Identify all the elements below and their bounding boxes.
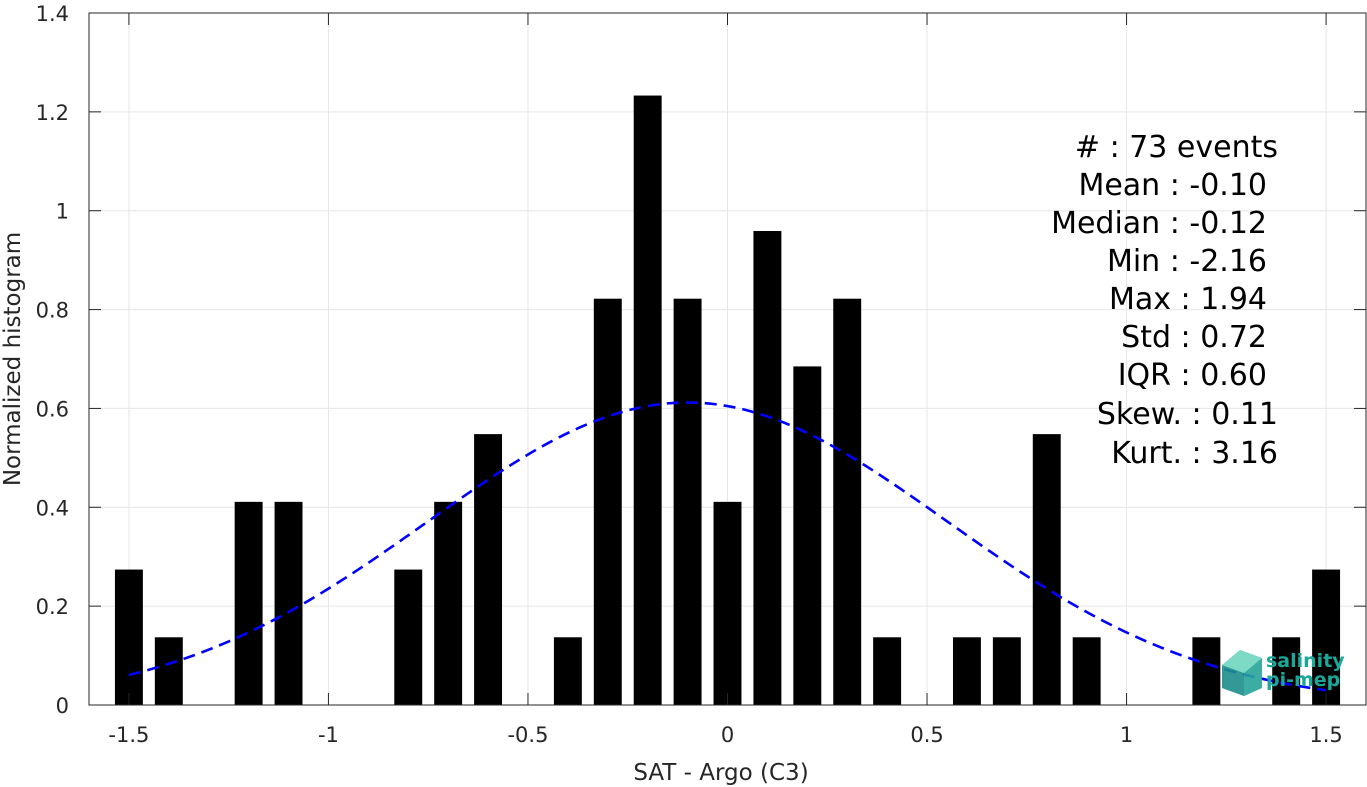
- histogram-bar: [474, 434, 503, 705]
- histogram-bar: [234, 501, 263, 705]
- logo-line-1: salinity: [1266, 650, 1345, 672]
- stat-median: Median : -0.12: [1051, 206, 1267, 241]
- stat-std: Std : 0.72: [1121, 320, 1267, 355]
- histogram-bar: [1312, 569, 1341, 705]
- histogram-bar: [992, 637, 1021, 705]
- histogram-bar: [394, 569, 423, 705]
- x-tick-label: -1: [318, 723, 339, 747]
- histogram-bar: [1272, 637, 1301, 705]
- y-tick-label: 1.2: [36, 101, 69, 125]
- histogram-bar: [553, 637, 582, 705]
- stat-mean: Mean : -0.10: [1078, 168, 1267, 203]
- logo-line-2: pi-mep: [1266, 669, 1340, 691]
- y-tick-label: 0.8: [36, 299, 69, 323]
- y-tick-label: 0.4: [36, 496, 69, 520]
- x-tick-label: -0.5: [507, 723, 548, 747]
- y-tick-label: 0: [56, 694, 69, 718]
- histogram-bar: [1192, 637, 1221, 705]
- x-tick-label: 1: [1120, 723, 1133, 747]
- histogram-bar: [434, 501, 463, 705]
- y-tick-label: 1.4: [36, 2, 69, 26]
- x-axis-label: SAT - Argo (C3): [633, 760, 808, 786]
- stat-min: Min : -2.16: [1107, 244, 1267, 279]
- histogram-bar: [1072, 637, 1101, 705]
- normal-fit-curve: [128, 401, 1327, 692]
- bars-group: [114, 95, 1341, 706]
- salinity-pimep-logo: salinity pi-mep: [1222, 650, 1345, 696]
- histogram-bar: [633, 95, 662, 705]
- histogram-bar: [673, 298, 702, 705]
- cube-logo-icon: [1222, 650, 1262, 696]
- stat-max: Max : 1.94: [1109, 282, 1267, 317]
- histogram-bar: [154, 637, 183, 705]
- histogram-bar: [593, 298, 622, 705]
- histogram-bar: [274, 501, 303, 705]
- x-tick-label: 0.5: [910, 723, 943, 747]
- grid-lines: [89, 12, 1366, 706]
- stat-iqr: IQR : 0.60: [1118, 358, 1267, 393]
- y-axis-label: Normalized histogram: [0, 232, 26, 486]
- y-tick-label: 0.2: [36, 595, 69, 619]
- stat-count: # : 73 events: [1075, 130, 1278, 165]
- x-axis-ticks: -1.5 -1 -0.5 0 0.5 1 1.5: [108, 13, 1343, 747]
- histogram-bar: [753, 230, 782, 706]
- histogram-bar: [873, 637, 902, 705]
- histogram-bar: [713, 501, 742, 705]
- histogram-bar: [833, 298, 862, 705]
- y-axis-ticks: 0 0.2 0.4 0.6 0.8 1 1.2 1.4: [36, 2, 1366, 718]
- y-tick-label: 0.6: [36, 397, 69, 421]
- histogram-bar: [114, 569, 143, 705]
- x-tick-label: 0: [721, 723, 734, 747]
- statistics-panel: # : 73 events Mean : -0.10 Median : -0.1…: [1051, 130, 1278, 471]
- stat-kurt: Kurt. : 3.16: [1111, 436, 1278, 471]
- histogram-bar: [952, 637, 981, 705]
- histogram-bar: [1032, 434, 1061, 705]
- histogram-bar: [793, 366, 822, 705]
- stat-skew: Skew. : 0.11: [1097, 397, 1278, 432]
- x-tick-label: 1.5: [1309, 723, 1342, 747]
- x-tick-label: -1.5: [108, 723, 149, 747]
- y-tick-label: 1: [56, 200, 69, 224]
